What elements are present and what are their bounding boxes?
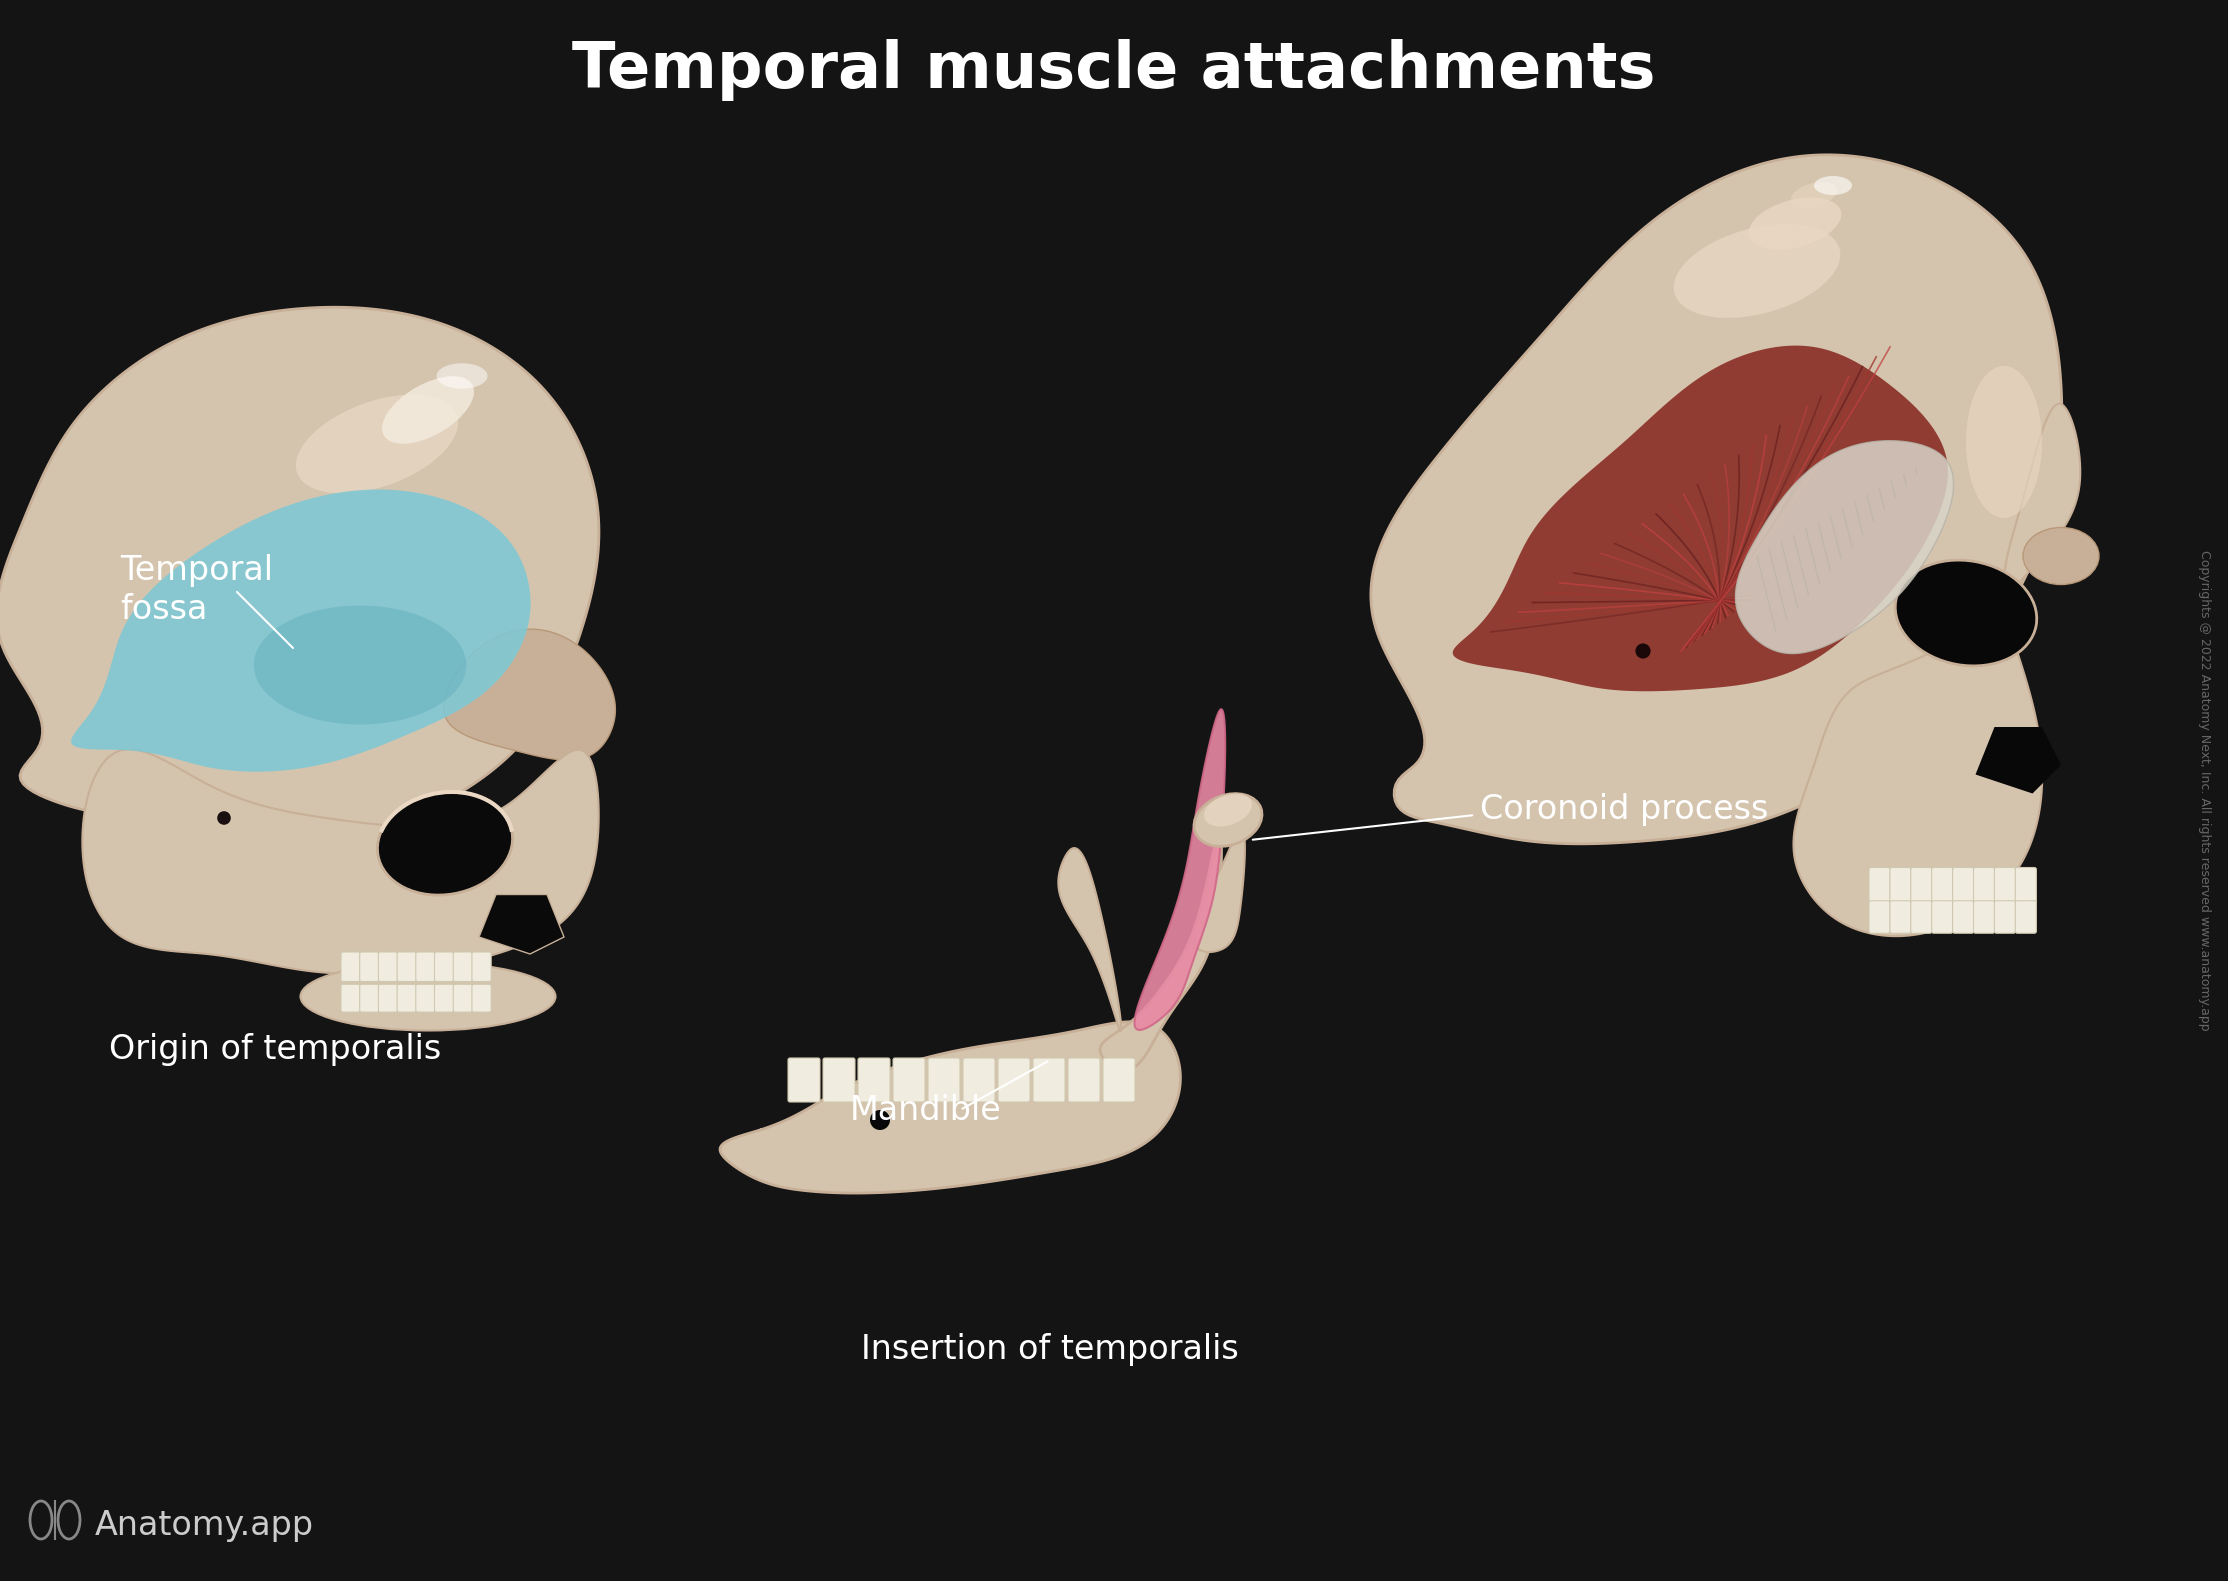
FancyBboxPatch shape: [417, 952, 434, 982]
Text: Anatomy.app: Anatomy.app: [96, 1508, 314, 1541]
FancyBboxPatch shape: [1103, 1058, 1134, 1102]
Polygon shape: [1194, 830, 1245, 952]
Polygon shape: [1370, 155, 2061, 844]
FancyBboxPatch shape: [417, 985, 434, 1012]
FancyBboxPatch shape: [2016, 868, 2036, 904]
Text: Origin of temporalis: Origin of temporalis: [109, 1034, 441, 1067]
FancyBboxPatch shape: [379, 952, 399, 982]
Ellipse shape: [1673, 225, 1840, 318]
Ellipse shape: [1203, 794, 1252, 827]
FancyBboxPatch shape: [1994, 868, 2016, 904]
FancyBboxPatch shape: [1952, 868, 1974, 904]
FancyBboxPatch shape: [359, 985, 379, 1012]
FancyBboxPatch shape: [434, 985, 455, 1012]
FancyBboxPatch shape: [397, 952, 417, 982]
Ellipse shape: [377, 792, 512, 895]
FancyBboxPatch shape: [1952, 901, 1974, 933]
Polygon shape: [443, 629, 615, 760]
FancyBboxPatch shape: [452, 952, 472, 982]
Polygon shape: [71, 490, 530, 772]
Ellipse shape: [1965, 365, 2043, 519]
FancyBboxPatch shape: [1067, 1058, 1101, 1102]
FancyBboxPatch shape: [962, 1058, 996, 1102]
FancyBboxPatch shape: [1994, 901, 2016, 933]
Circle shape: [216, 811, 232, 825]
Text: Temporal muscle attachments: Temporal muscle attachments: [573, 40, 1655, 101]
FancyBboxPatch shape: [858, 1058, 889, 1102]
FancyBboxPatch shape: [341, 985, 361, 1012]
Circle shape: [1635, 643, 1651, 659]
Polygon shape: [1134, 710, 1225, 1029]
FancyBboxPatch shape: [452, 985, 472, 1012]
FancyBboxPatch shape: [1932, 868, 1952, 904]
FancyBboxPatch shape: [1974, 901, 1994, 933]
Ellipse shape: [301, 963, 555, 1031]
FancyBboxPatch shape: [341, 952, 361, 982]
FancyBboxPatch shape: [397, 985, 417, 1012]
FancyBboxPatch shape: [1869, 868, 1889, 904]
Polygon shape: [82, 749, 599, 974]
FancyBboxPatch shape: [359, 952, 379, 982]
Text: Coronoid process: Coronoid process: [1479, 794, 1769, 827]
Ellipse shape: [1749, 198, 1840, 250]
FancyBboxPatch shape: [822, 1058, 856, 1102]
Ellipse shape: [254, 606, 466, 724]
FancyBboxPatch shape: [472, 952, 490, 982]
FancyBboxPatch shape: [1974, 868, 1994, 904]
Circle shape: [869, 1110, 889, 1130]
Polygon shape: [1058, 847, 1121, 1031]
Polygon shape: [1101, 830, 1221, 1070]
FancyBboxPatch shape: [1912, 901, 1932, 933]
Ellipse shape: [1814, 175, 1851, 194]
FancyBboxPatch shape: [1034, 1058, 1065, 1102]
Text: Copyrights @ 2022 Anatomy Next, Inc. All rights reserved www.anatomy.app: Copyrights @ 2022 Anatomy Next, Inc. All…: [2199, 550, 2212, 1031]
Ellipse shape: [1194, 794, 1261, 846]
Text: Insertion of temporalis: Insertion of temporalis: [862, 1333, 1239, 1366]
Polygon shape: [1976, 727, 2061, 794]
Polygon shape: [0, 307, 599, 838]
Polygon shape: [1794, 403, 2081, 936]
FancyBboxPatch shape: [789, 1058, 820, 1102]
FancyBboxPatch shape: [929, 1058, 960, 1102]
FancyBboxPatch shape: [893, 1058, 925, 1102]
Ellipse shape: [1896, 560, 2036, 666]
Polygon shape: [479, 895, 564, 953]
FancyBboxPatch shape: [998, 1058, 1029, 1102]
FancyBboxPatch shape: [472, 985, 490, 1012]
FancyBboxPatch shape: [1889, 901, 1912, 933]
Ellipse shape: [2023, 528, 2099, 585]
Ellipse shape: [296, 395, 459, 493]
Polygon shape: [1736, 441, 1954, 653]
Ellipse shape: [381, 376, 475, 444]
Polygon shape: [1453, 346, 1947, 691]
FancyBboxPatch shape: [1912, 868, 1932, 904]
FancyBboxPatch shape: [434, 952, 455, 982]
Text: Mandible: Mandible: [851, 1094, 1003, 1127]
FancyBboxPatch shape: [379, 985, 399, 1012]
FancyBboxPatch shape: [2016, 901, 2036, 933]
FancyBboxPatch shape: [1932, 901, 1952, 933]
Text: Temporal
fossa: Temporal fossa: [120, 555, 274, 626]
Ellipse shape: [1791, 182, 1838, 209]
FancyBboxPatch shape: [1889, 868, 1912, 904]
FancyBboxPatch shape: [1869, 901, 1889, 933]
Polygon shape: [720, 1021, 1181, 1194]
Ellipse shape: [437, 364, 488, 389]
